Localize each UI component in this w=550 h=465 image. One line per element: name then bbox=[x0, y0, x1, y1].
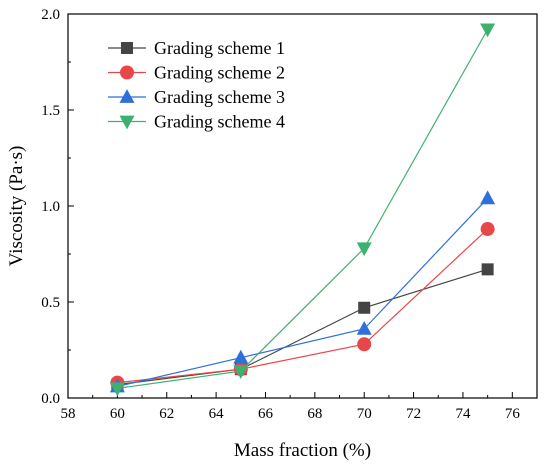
legend-label: Grading scheme 1 bbox=[154, 38, 285, 58]
series-line bbox=[117, 197, 489, 388]
x-tick-label: 70 bbox=[357, 406, 372, 422]
y-axis-title: Viscosity (Pa·s) bbox=[6, 146, 27, 267]
triangle-up-marker bbox=[119, 89, 135, 103]
legend-label: Grading scheme 3 bbox=[154, 87, 285, 107]
triangle-down-marker bbox=[480, 23, 496, 38]
legend: Grading scheme 1 Grading scheme 2 Grading … bbox=[108, 38, 285, 132]
x-axis-title: Mass fraction (%) bbox=[234, 440, 371, 461]
y-tick-label: 1.5 bbox=[41, 103, 60, 119]
series-line bbox=[117, 29, 489, 389]
triangle-down-marker bbox=[356, 242, 372, 257]
x-tick-label: 72 bbox=[406, 406, 421, 422]
y-tick-label: 0.0 bbox=[41, 391, 60, 407]
series-1 bbox=[111, 263, 494, 391]
triangle-down-marker bbox=[119, 115, 135, 130]
y-tick-label: 2.0 bbox=[41, 7, 60, 23]
y-tick-label: 0.5 bbox=[41, 295, 60, 311]
series-4 bbox=[109, 23, 496, 397]
square-marker bbox=[481, 263, 494, 276]
triangle-up-marker bbox=[233, 349, 249, 364]
axes: 58 60 62 64 66 68 70 72 74 76 0.0 0.5 1.0 1.5 2.0 bbox=[41, 7, 538, 422]
triangle-up-marker bbox=[480, 190, 496, 205]
legend-item-3: Grading scheme 3 bbox=[108, 87, 285, 107]
x-tick-label: 62 bbox=[159, 406, 174, 422]
y-tick-label: 1.0 bbox=[41, 199, 60, 215]
circle-marker bbox=[357, 337, 372, 352]
square-marker bbox=[358, 301, 371, 314]
circle-marker bbox=[120, 65, 134, 80]
circle-marker bbox=[480, 222, 495, 237]
series-line bbox=[117, 228, 489, 384]
plot-frame bbox=[67, 13, 538, 399]
legend-item-4: Grading scheme 4 bbox=[108, 112, 285, 132]
legend-label: Grading scheme 4 bbox=[154, 112, 285, 132]
series-layer bbox=[109, 23, 496, 397]
square-marker bbox=[121, 42, 133, 54]
x-tick-label: 58 bbox=[61, 406, 76, 422]
triangle-down-marker bbox=[233, 365, 249, 380]
x-tick-label: 68 bbox=[307, 406, 322, 422]
triangle-up-marker bbox=[356, 320, 372, 335]
legend-item-1: Grading scheme 1 bbox=[108, 38, 285, 58]
x-tick-label: 76 bbox=[505, 406, 521, 422]
series-2 bbox=[110, 222, 495, 390]
triangle-down-marker bbox=[109, 382, 125, 397]
x-tick-label: 64 bbox=[209, 406, 225, 422]
series-3 bbox=[109, 190, 496, 393]
legend-label: Grading scheme 2 bbox=[154, 63, 285, 83]
legend-item-2: Grading scheme 2 bbox=[108, 63, 285, 83]
x-tick-label: 60 bbox=[110, 406, 125, 422]
series-line bbox=[117, 268, 488, 386]
x-tick-label: 74 bbox=[455, 406, 471, 422]
x-tick-label: 66 bbox=[258, 406, 274, 422]
